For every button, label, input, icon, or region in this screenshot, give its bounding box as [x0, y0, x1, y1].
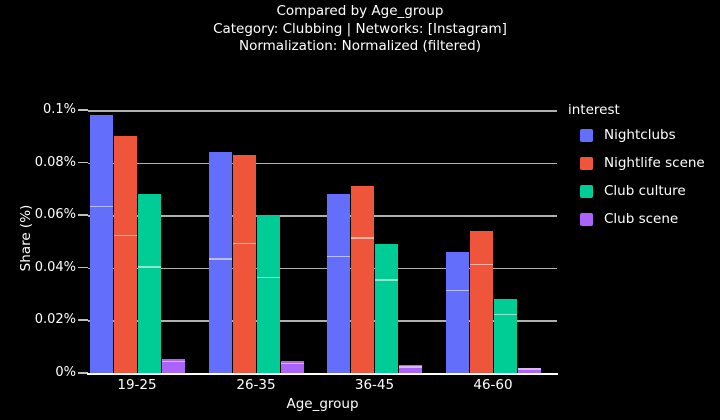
bar-segment-line: [375, 279, 398, 281]
y-tick-label-0-06-: 0.06%: [34, 207, 76, 223]
bar-club-culture-26-35[interactable]: [256, 215, 280, 373]
y-tick-mark: [78, 266, 88, 269]
bar-nightclubs-19-25[interactable]: [89, 115, 113, 373]
bar-club-scene-19-25[interactable]: [161, 358, 185, 373]
bar-nightlife-scene-36-45[interactable]: [351, 186, 374, 373]
x-tick-label-36-45: 36-45: [354, 377, 395, 393]
y-tick-label-0-: 0%: [55, 365, 76, 380]
chart-subtitle-normalization: Normalization: Normalized (filtered): [238, 38, 482, 54]
legend-label-nightclubs: Nightclubs: [604, 127, 676, 143]
legend-swatch-nightlife-scene: [580, 156, 593, 170]
bar-segment-line: [517, 368, 541, 370]
y-tick-mark: [78, 109, 88, 111]
legend-label-club-scene: Club scene: [604, 211, 679, 227]
bar-segment-line: [280, 362, 304, 365]
chart-subtitle-category: Category: Clubbing | Networks: [Instagra…: [213, 20, 507, 37]
bar-nightlife-scene-19-25[interactable]: [113, 136, 137, 373]
x-tick-label-26-35: 26-35: [236, 377, 276, 393]
bar-club-culture-19-25[interactable]: [137, 194, 161, 373]
bar-nightclubs-26-35[interactable]: [208, 152, 232, 373]
bar-nightlife-scene-26-35[interactable]: [232, 154, 256, 373]
legend-item-club-culture[interactable]: Club culture: [580, 184, 705, 198]
legend-swatch-nightclubs: [580, 128, 593, 142]
bar-group-36-45: [327, 110, 422, 373]
bar-segment-line: [113, 234, 137, 237]
y-tick-label-0-1-: 0.1%: [42, 102, 76, 117]
legend-swatch-club-scene: [580, 212, 593, 226]
bar-nightclubs-46-60[interactable]: [445, 252, 469, 373]
bar-segment-line: [351, 237, 374, 239]
bar-club-scene-36-45[interactable]: [399, 365, 422, 373]
bar-segment-line: [161, 360, 185, 363]
bar-nightclubs-36-45[interactable]: [327, 194, 350, 373]
plot-area: [87, 110, 558, 375]
bar-segment-line: [89, 205, 113, 208]
y-tick-label-0-08-: 0.08%: [34, 154, 76, 170]
chart-title: Compared by Age_group: [276, 3, 444, 19]
bar-group-19-25: [89, 110, 185, 373]
legend-title: interest: [568, 102, 620, 118]
bar-segment-line: [137, 266, 161, 268]
legend-swatch-club-culture: [580, 184, 593, 198]
bar-club-scene-26-35[interactable]: [280, 361, 304, 373]
legend-label-club-culture: Club culture: [604, 183, 686, 199]
bar-segment-line: [208, 258, 232, 260]
x-tick-label-46-60: 46-60: [473, 377, 513, 393]
x-axis-title: Age_group: [286, 396, 359, 412]
legend: interest Nightclubs Nightlife scene Club c…: [566, 102, 705, 240]
x-axis-line: [87, 373, 558, 375]
y-tick-mark: [78, 319, 88, 321]
legend-label-nightlife-scene: Nightlife scene: [604, 155, 705, 171]
bar-segment-line: [232, 242, 256, 245]
bar-club-culture-46-60[interactable]: [493, 299, 517, 373]
bar-club-scene-46-60[interactable]: [517, 367, 541, 373]
bar-segment-line: [399, 366, 422, 368]
legend-items: Nightclubs Nightlife scene Club culture Clu…: [566, 128, 705, 226]
legend-item-nightlife-scene[interactable]: Nightlife scene: [580, 156, 705, 170]
bar-segment-line: [493, 313, 517, 316]
bar-segment-line: [256, 276, 280, 279]
y-tick-label-0-04-: 0.04%: [34, 259, 76, 275]
legend-item-club-scene[interactable]: Club scene: [580, 212, 705, 226]
chart-title-block: Compared by Age_group Category: Clubbing…: [0, 3, 720, 56]
bar-group-46-60: [445, 110, 541, 373]
y-tick-label-0-02-: 0.02%: [34, 312, 76, 328]
bar-segment-line: [445, 289, 469, 292]
legend-item-nightclubs[interactable]: Nightclubs: [580, 128, 705, 142]
bar-segment-line: [327, 255, 350, 258]
bar-segment-line: [469, 263, 493, 266]
bar-nightlife-scene-46-60[interactable]: [469, 230, 493, 373]
bar-club-culture-36-45[interactable]: [375, 244, 398, 373]
y-tick-mark: [78, 214, 88, 216]
bar-group-26-35: [208, 110, 304, 373]
x-tick-label-19-25: 19-25: [117, 377, 157, 393]
y-tick-mark: [78, 161, 88, 164]
y-tick-mark: [78, 372, 88, 374]
